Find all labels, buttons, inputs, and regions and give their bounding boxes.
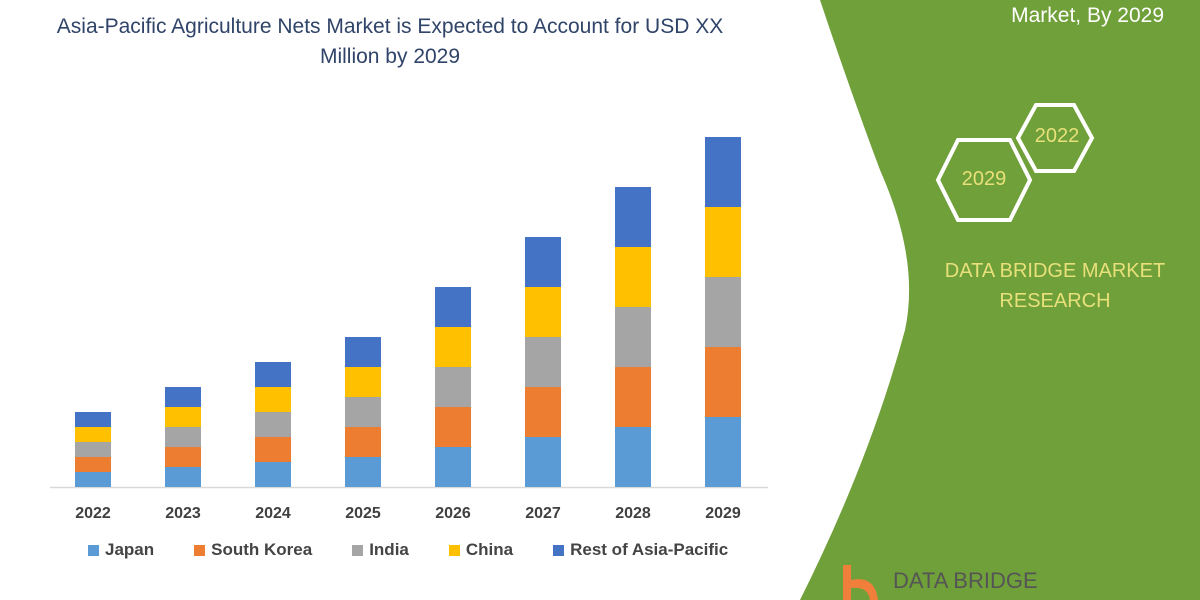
- bar-segment-india-2028: [615, 307, 651, 367]
- bar-segment-japan-2028: [615, 427, 651, 487]
- hexagon-2029: [935, 138, 1033, 222]
- bar-segment-south-korea-2024: [255, 437, 291, 462]
- bar-segment-china-2023: [165, 407, 201, 427]
- legend-item-japan: Japan: [88, 540, 154, 560]
- bar-segment-rest-of-asia-pacific-2024: [255, 362, 291, 387]
- bar-segment-japan-2022: [75, 472, 111, 487]
- legend-item-china: China: [448, 540, 514, 560]
- chart-title: Asia-Pacific Agriculture Nets Market is …: [56, 15, 724, 68]
- bar-segment-japan-2024: [255, 462, 291, 487]
- bar-segment-china-2022: [75, 427, 111, 442]
- bar-segment-india-2026: [435, 367, 471, 407]
- bar-segment-rest-of-asia-pacific-2026: [435, 287, 471, 327]
- bar-segment-india-2029: [705, 277, 741, 347]
- bar-segment-china-2029: [705, 207, 741, 277]
- legend-swatch: [88, 544, 99, 556]
- bar-segment-china-2025: [345, 367, 381, 397]
- x-tick-label: 2027: [525, 505, 561, 522]
- x-tick-label: 2022: [75, 505, 111, 522]
- bar-segment-india-2027: [525, 337, 561, 387]
- bar-segment-south-korea-2025: [345, 427, 381, 457]
- legend-swatch: [448, 544, 460, 556]
- legend-swatch: [194, 544, 206, 556]
- logo-icon: [843, 565, 878, 600]
- bar-segment-china-2028: [615, 247, 651, 307]
- legend-label: Japan: [105, 540, 155, 559]
- x-tick-label: 2028: [615, 505, 651, 522]
- bar-segment-rest-of-asia-pacific-2028: [615, 187, 651, 247]
- bar-segment-south-korea-2028: [615, 367, 651, 427]
- bar-segment-india-2023: [165, 427, 201, 447]
- legend-swatch: [352, 544, 364, 556]
- bar-segment-south-korea-2027: [525, 387, 561, 437]
- x-tick-label: 2026: [435, 505, 471, 522]
- logo-text: DATA BRIDGE: [893, 568, 1038, 593]
- bar-segment-japan-2025: [345, 457, 381, 487]
- bar-segment-south-korea-2022: [75, 457, 111, 472]
- brand-text: DATA BRIDGE MARKET RESEARCH: [944, 260, 1166, 312]
- legend-label: South Korea: [211, 540, 313, 559]
- bar-segment-south-korea-2029: [705, 347, 741, 417]
- bar-segment-india-2024: [255, 412, 291, 437]
- legend-label: China: [465, 540, 514, 559]
- legend-item-india: India: [352, 540, 409, 560]
- legend-label: Rest of Asia-Pacific: [570, 540, 729, 559]
- x-tick-label: 2023: [165, 505, 201, 522]
- bar-segment-india-2025: [345, 397, 381, 427]
- legend: Japan South Korea India China Rest of As…: [88, 540, 768, 560]
- hex-label-2022: 2022: [1034, 125, 1080, 147]
- bar-segment-rest-of-asia-pacific-2023: [165, 387, 201, 407]
- hexagon-2022: [1015, 103, 1095, 173]
- legend-item-south-korea: South Korea: [194, 540, 312, 560]
- side-title: Market, By 2029: [1011, 4, 1164, 27]
- legend-swatch: [553, 544, 565, 556]
- bar-segment-china-2024: [255, 387, 291, 412]
- green-side-panel: [800, 0, 1200, 600]
- bar-segment-rest-of-asia-pacific-2029: [705, 137, 741, 207]
- x-tick-label: 2024: [255, 505, 291, 522]
- hex-label-2029: 2029: [961, 168, 1007, 190]
- x-tick-label: 2025: [345, 505, 381, 522]
- bar-segment-japan-2029: [705, 417, 741, 487]
- bar-segment-south-korea-2023: [165, 447, 201, 467]
- bar-segment-japan-2026: [435, 447, 471, 487]
- bar-segment-china-2027: [525, 287, 561, 337]
- x-tick-label: 2029: [705, 505, 741, 522]
- bar-segment-rest-of-asia-pacific-2022: [75, 412, 111, 427]
- bar-segment-japan-2023: [165, 467, 201, 487]
- bar-segment-china-2026: [435, 327, 471, 367]
- legend-item-rest-of-asia-pacific: Rest of Asia-Pacific: [553, 540, 728, 560]
- bar-segment-south-korea-2026: [435, 407, 471, 447]
- legend-label: India: [369, 540, 409, 559]
- bar-segment-rest-of-asia-pacific-2027: [525, 237, 561, 287]
- bar-segment-rest-of-asia-pacific-2025: [345, 337, 381, 367]
- bar-segment-japan-2027: [525, 437, 561, 487]
- stacked-bar-chart: 2022 2023 2024 2025 2026 2027 2028 2029: [50, 137, 768, 522]
- bar-segment-india-2022: [75, 442, 111, 457]
